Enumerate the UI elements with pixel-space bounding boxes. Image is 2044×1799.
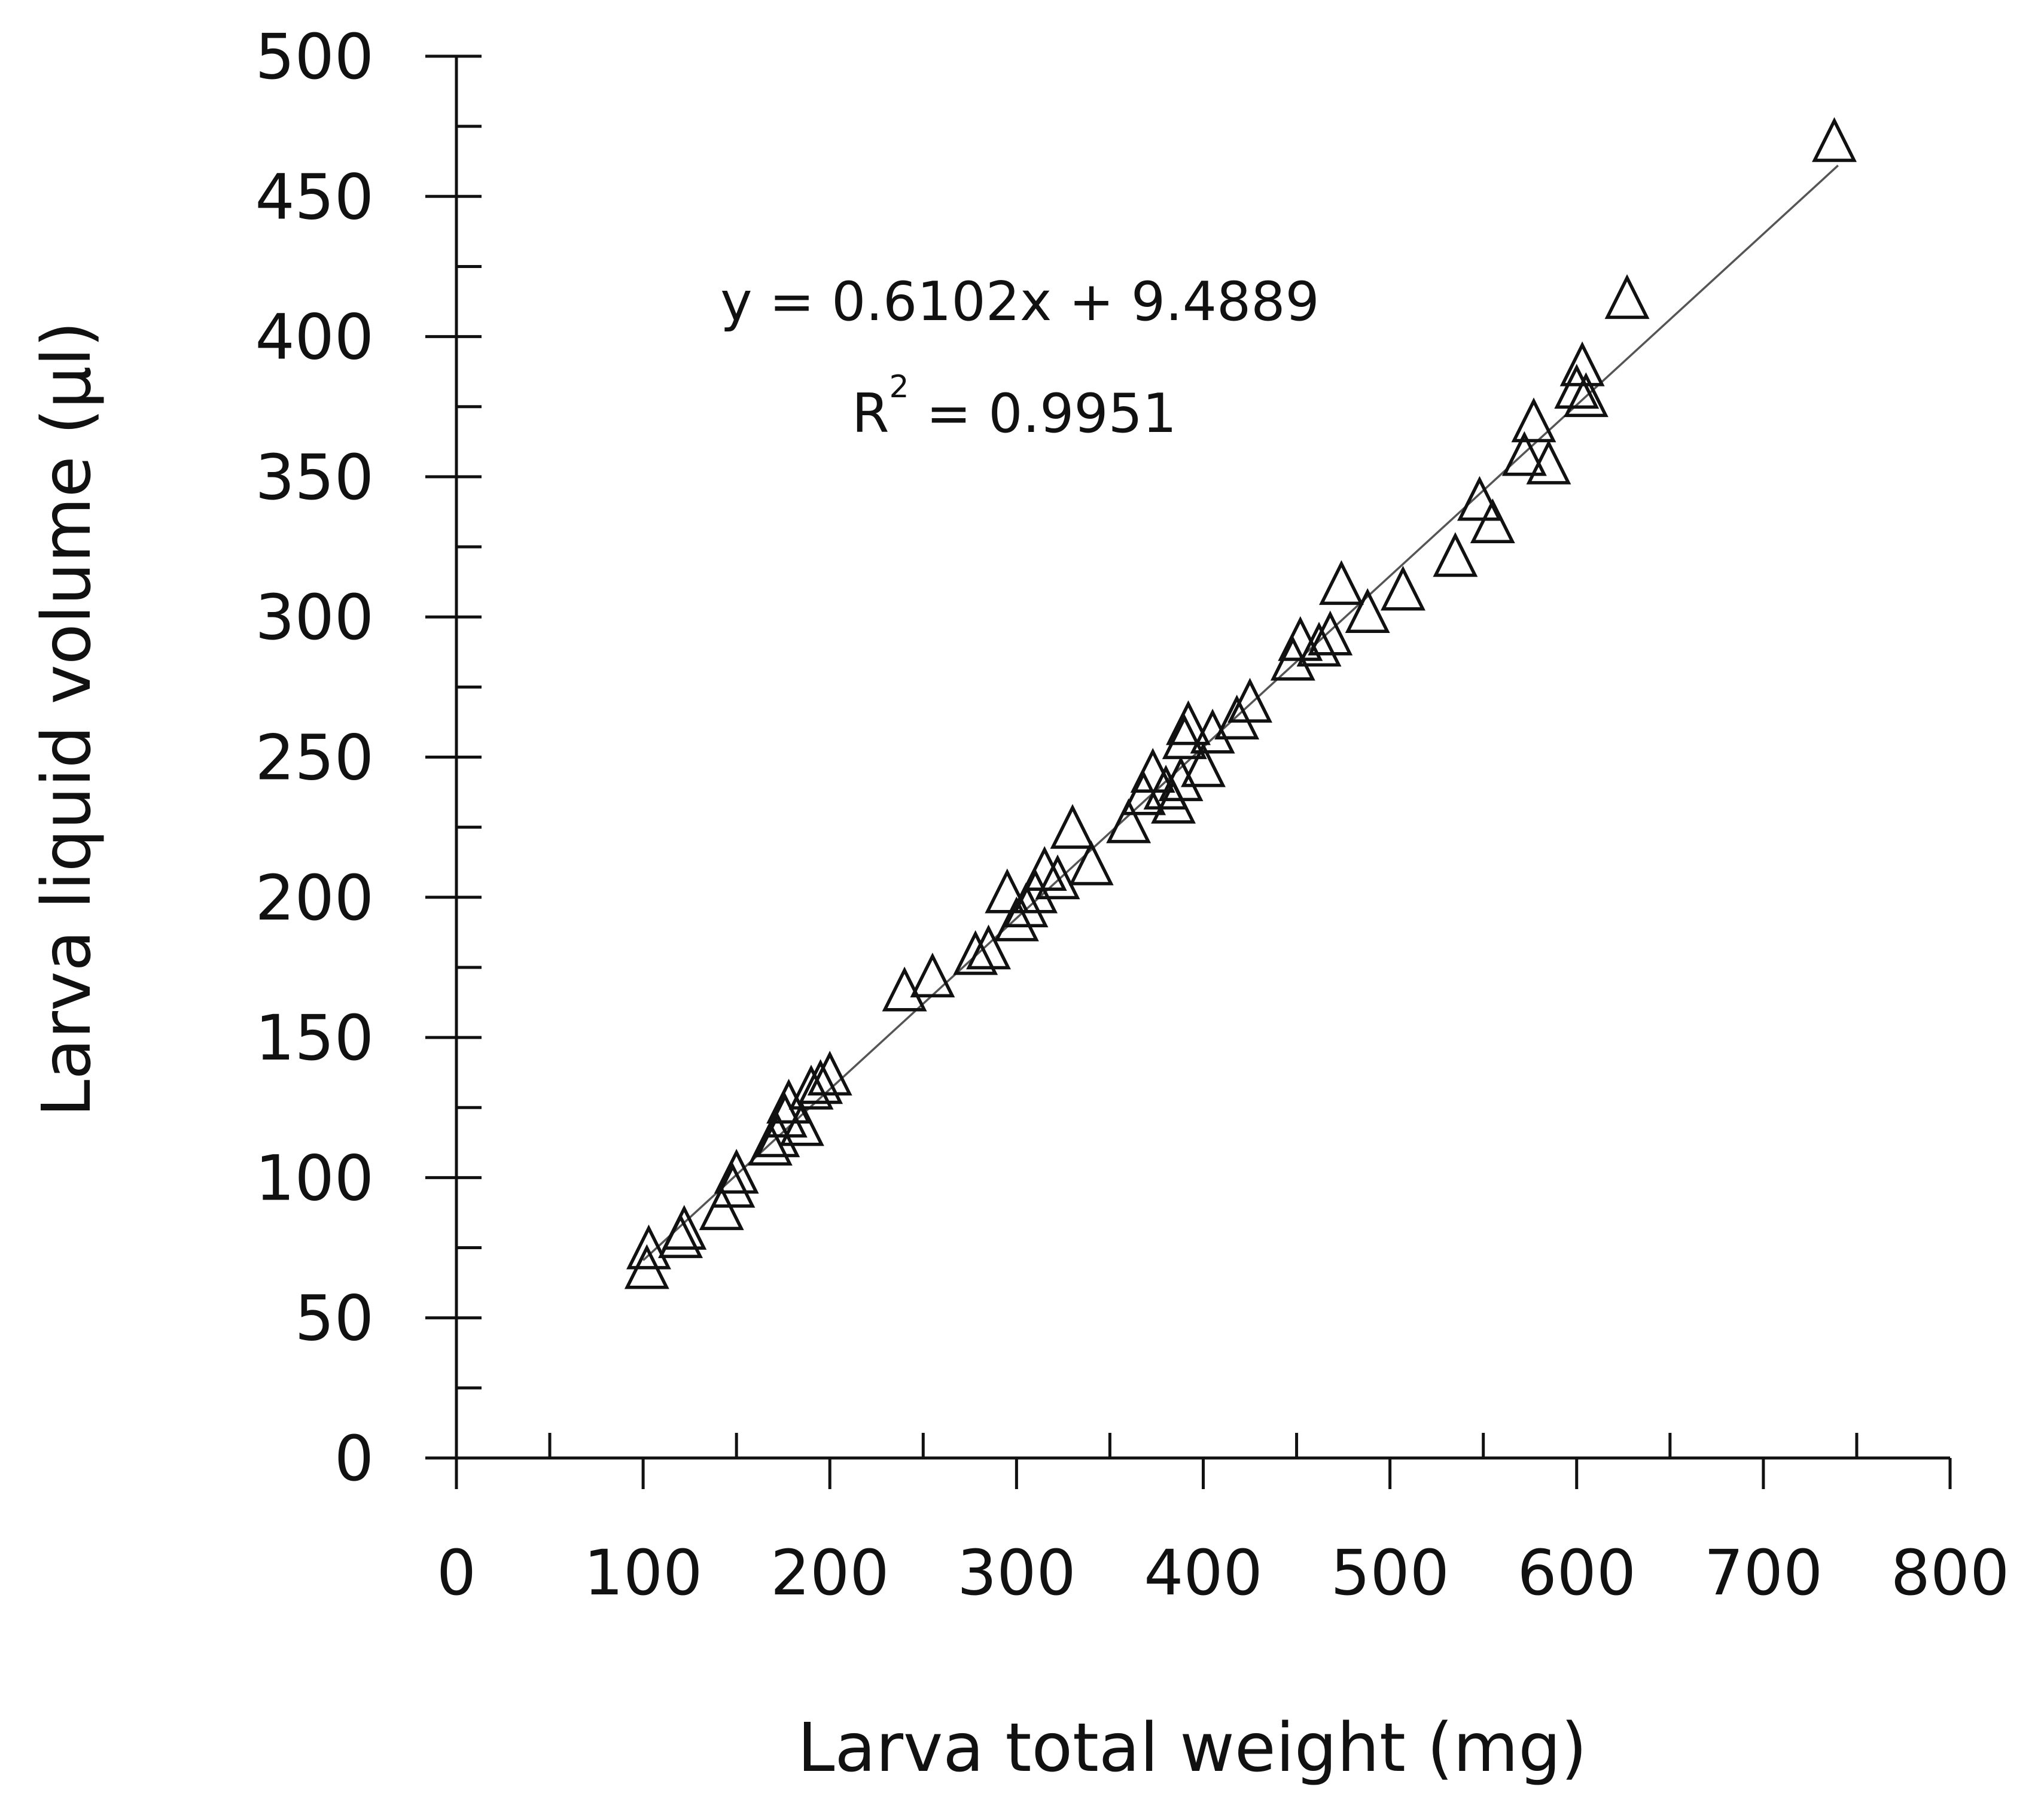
data-point: [910, 952, 955, 998]
data-point: [662, 1204, 707, 1250]
data-point: [1511, 397, 1556, 443]
data-point: [699, 1185, 744, 1231]
data-point: [766, 1079, 812, 1124]
data-point: [1106, 798, 1152, 844]
data-point: [1381, 565, 1425, 611]
data-point: [1181, 742, 1226, 787]
data-point: [1319, 560, 1364, 605]
data-point: [1345, 588, 1390, 633]
data-point: [1563, 372, 1609, 418]
r-squared-value: = 0.9951: [909, 382, 1177, 445]
data-point: [1022, 846, 1067, 891]
data-point: [1501, 431, 1547, 476]
x-tick-label: 700: [1704, 1536, 1823, 1609]
data-point: [1296, 622, 1342, 667]
data-point: [1151, 778, 1196, 824]
y-tick-label: 500: [255, 20, 374, 93]
data-point: [626, 1224, 671, 1270]
x-tick-label: 500: [1330, 1536, 1449, 1609]
y-axis-title: Larva liquid volume (µl): [28, 321, 106, 1117]
data-point: [1227, 678, 1272, 723]
x-tick-label: 100: [584, 1536, 703, 1609]
y-tick-label: 450: [255, 160, 374, 233]
data-point: [1190, 708, 1235, 754]
x-tick-label: 0: [437, 1536, 476, 1609]
data-point: [985, 868, 1030, 914]
data-point: [710, 1162, 756, 1208]
data-point: [1158, 756, 1204, 802]
data-point: [1035, 854, 1080, 900]
y-tick-label: 100: [255, 1142, 374, 1214]
y-tick-label: 50: [295, 1282, 374, 1355]
data-point: [1812, 117, 1857, 162]
ticks-layer: 0 50 100 150 200 250 300 350 400 450 500 0 100 200 300…: [255, 20, 2009, 1609]
x-axis-title: Larva total weight (mg): [797, 1709, 1587, 1787]
data-point: [798, 1059, 843, 1104]
data-point: [1214, 695, 1260, 740]
data-point: [1013, 868, 1058, 914]
data-point: [994, 896, 1039, 942]
r-squared-exponent: 2: [890, 369, 909, 405]
data-point: [1166, 700, 1211, 745]
y-tick-label: 200: [255, 862, 374, 934]
data-point: [966, 924, 1012, 970]
data-point: [1470, 498, 1515, 543]
data-point: [1162, 714, 1207, 759]
y-tick-label: 0: [334, 1422, 374, 1495]
x-tick-label: 600: [1517, 1536, 1636, 1609]
x-tick-label: 300: [957, 1536, 1076, 1609]
data-point: [1554, 364, 1600, 409]
trendline-equation: y = 0.6102x + 9.4889: [720, 270, 1320, 333]
x-tick-label: 800: [1891, 1536, 2010, 1609]
data-point: [788, 1064, 834, 1110]
data-point: [747, 1121, 793, 1166]
points-layer: [624, 117, 1857, 1289]
data-point: [658, 1213, 703, 1258]
data-point: [807, 1051, 852, 1096]
x-tick-label: 200: [770, 1536, 890, 1609]
y-tick-label: 150: [255, 1002, 374, 1074]
r-squared-label: R2 = 0.9951: [852, 369, 1177, 445]
r-squared-prefix: R: [852, 382, 890, 445]
data-point: [1308, 610, 1353, 656]
data-point: [714, 1149, 759, 1194]
y-tick-label: 350: [255, 441, 374, 514]
y-tick-label: 300: [255, 581, 374, 654]
x-tick-label: 400: [1144, 1536, 1263, 1609]
data-point: [1003, 882, 1049, 927]
data-point: [1604, 274, 1650, 319]
y-tick-label: 250: [255, 722, 374, 795]
data-point: [953, 930, 998, 975]
data-point: [1526, 439, 1571, 485]
data-point: [779, 1101, 824, 1146]
data-point: [882, 966, 927, 1012]
data-point: [1068, 840, 1114, 885]
data-point: [1457, 476, 1502, 521]
data-point: [1050, 803, 1095, 849]
y-tick-label: 400: [255, 301, 374, 374]
data-point: [1433, 532, 1478, 577]
